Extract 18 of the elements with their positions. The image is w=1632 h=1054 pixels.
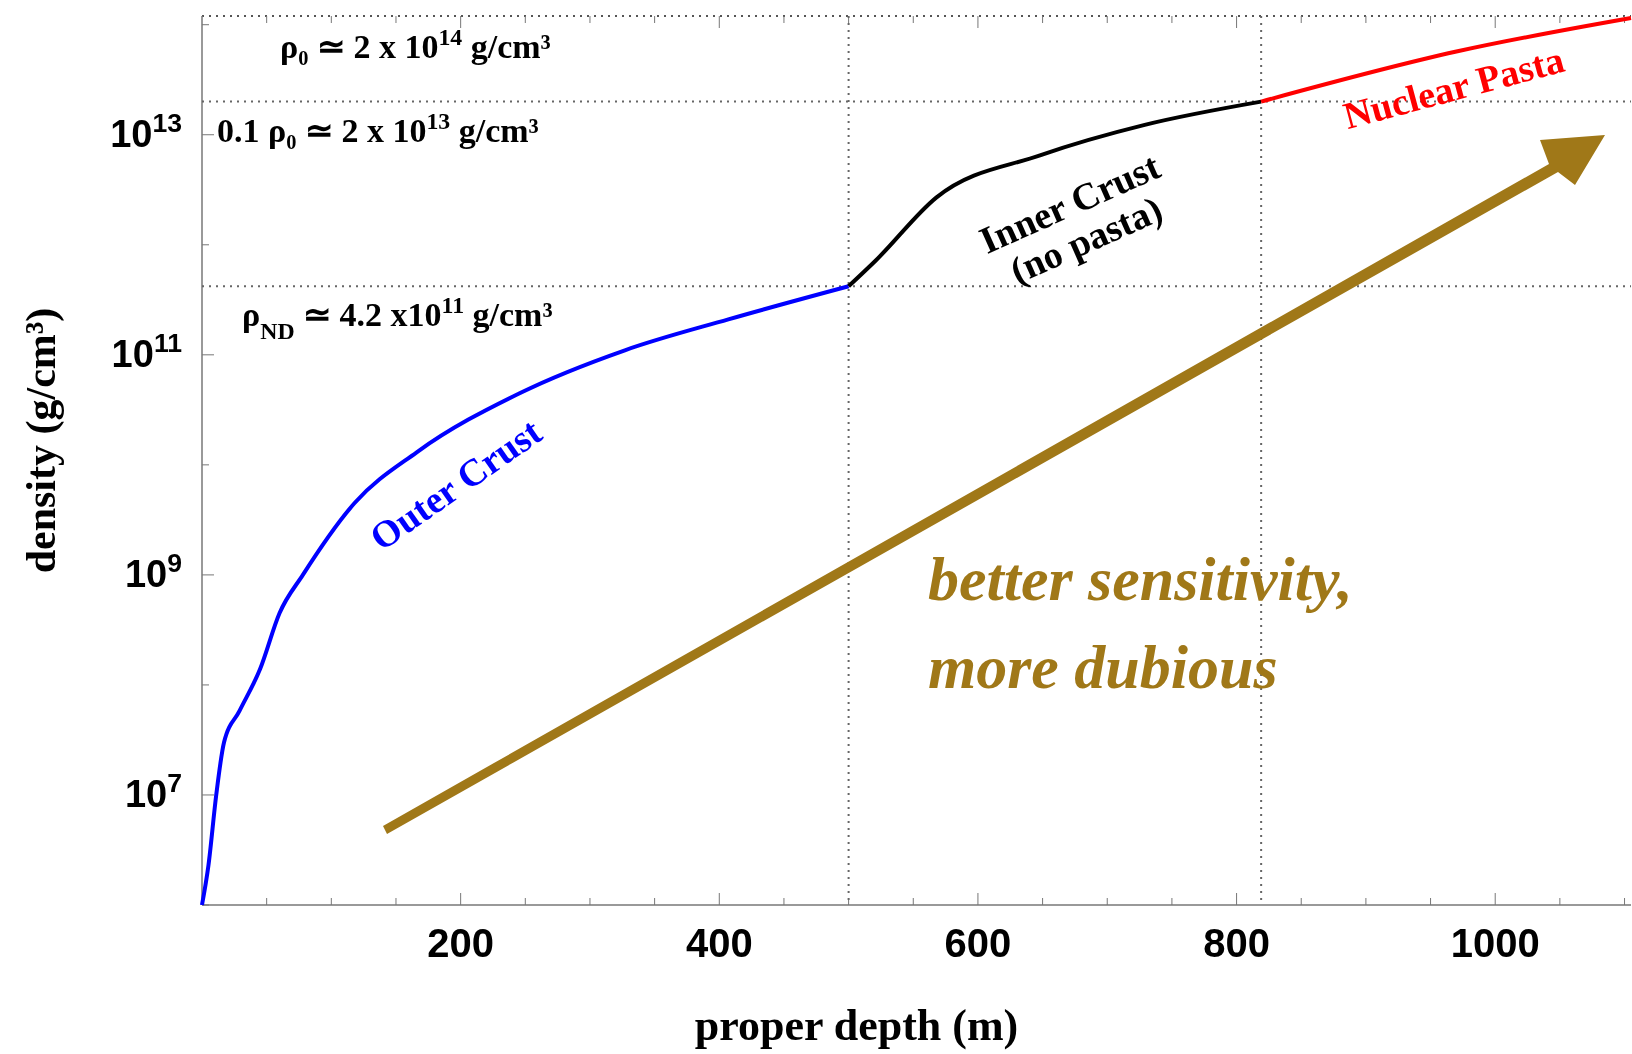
y-tick-label: 10$^{13}$	[110, 107, 182, 155]
line-series	[846, 99, 1264, 289]
text: Nuclear Pasta	[1338, 37, 1569, 137]
x-tick-label: 800	[1203, 921, 1270, 965]
y-tick-label: 10$^{11}$	[111, 327, 183, 375]
x-tick-label: 400	[685, 921, 753, 965]
y-tick-label: 10$^{9}$	[124, 547, 182, 595]
y-tick-label: 10$^{7}$	[124, 767, 182, 815]
x-tick-label: 600	[944, 921, 1012, 965]
x-tick-label: 200	[427, 921, 495, 965]
line-series	[200, 284, 851, 907]
annotation: better sensitivity, more dubious	[928, 545, 1353, 701]
x-axis-title: proper depth (m)	[694, 1001, 1019, 1050]
ref-line-label: 0.1 ρ₀ ≃ 2 x 10$^{13}$ g/cm³	[217, 107, 539, 149]
x-tick-label: 1000	[1450, 921, 1540, 965]
annotation: ρ₀ ≃ 2 x 10$^{14}$ g/cm³	[280, 24, 551, 65]
ref-line-label: ρ$_{ND}$ ≃ 4.2 x10$^{11}$ g/cm³	[242, 292, 553, 345]
y-axis-title: density (g/cm³)	[18, 307, 65, 574]
